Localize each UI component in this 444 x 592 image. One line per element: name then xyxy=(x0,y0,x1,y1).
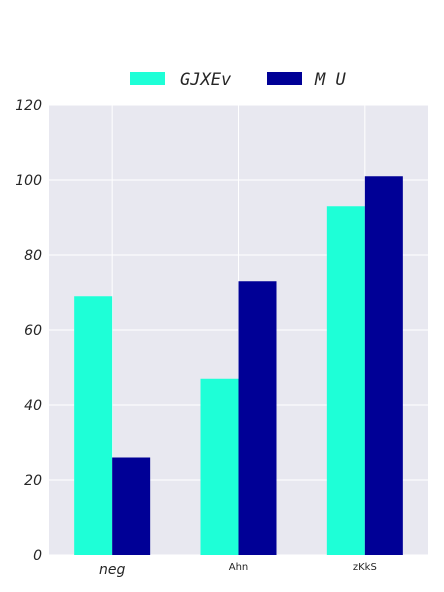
bars-group xyxy=(74,176,403,555)
y-tick-label: 100 xyxy=(15,173,42,189)
x-axis-ticks: neg Ahn zKkS xyxy=(99,562,377,578)
x-tick-label: Ahn xyxy=(229,562,249,573)
bar-series-2-Ahn xyxy=(238,281,277,555)
x-tick-label: zKkS xyxy=(353,562,377,573)
y-tick-label: 0 xyxy=(33,548,42,564)
bar-series-2-neg xyxy=(112,457,151,555)
y-axis-ticks: 0 20 40 60 80 100 120 xyxy=(15,98,42,564)
bar-series-1-neg xyxy=(74,296,113,555)
bar-series-1-Ahn xyxy=(200,378,239,555)
y-tick-label: 40 xyxy=(24,398,42,414)
legend: GJXEv M U xyxy=(130,70,346,90)
y-tick-label: 60 xyxy=(24,323,42,339)
y-tick-label: 120 xyxy=(15,98,42,114)
x-tick-label: neg xyxy=(99,562,125,578)
legend-swatch-series-2 xyxy=(267,72,302,85)
y-tick-label: 80 xyxy=(24,248,42,264)
bar-series-1-zKkS xyxy=(326,206,365,555)
legend-label-series-2: M U xyxy=(314,70,346,90)
bar-series-2-zKkS xyxy=(364,176,403,555)
legend-label-series-1: GJXEv xyxy=(180,70,232,90)
y-tick-label: 20 xyxy=(24,473,42,489)
legend-swatch-series-1 xyxy=(130,72,165,85)
